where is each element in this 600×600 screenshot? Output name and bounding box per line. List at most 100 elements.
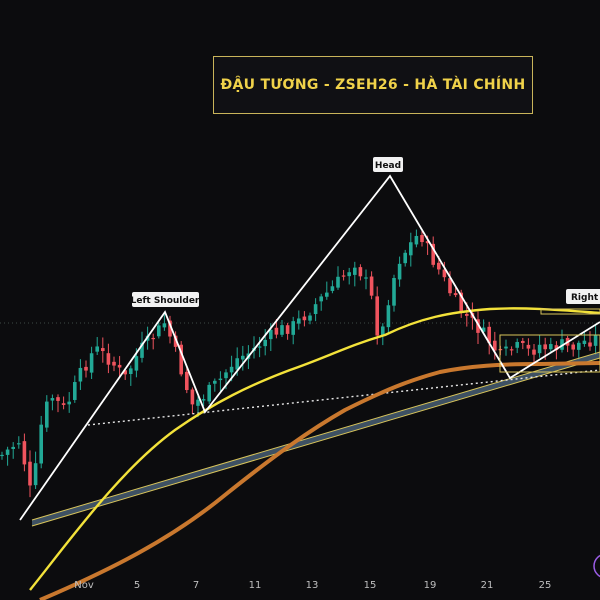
candle-body (67, 401, 71, 405)
candle-body (201, 399, 206, 401)
candle-body (213, 380, 217, 384)
slow-moving-average (39, 361, 600, 600)
candle-body (515, 341, 519, 348)
candle-body (33, 463, 38, 486)
candle-body (5, 449, 10, 455)
candle-body (207, 384, 211, 402)
candle-body (50, 398, 55, 401)
candle-body (162, 323, 167, 328)
x-tick-label: 25 (539, 580, 552, 591)
candle-body (431, 243, 435, 265)
candle-body (117, 364, 122, 368)
candle-body (61, 403, 66, 405)
candle-body (414, 235, 419, 245)
candle-body (526, 344, 531, 349)
x-tick-label: 19 (424, 580, 437, 591)
candle-body (549, 344, 553, 350)
candle-body (157, 325, 161, 337)
candle-body (269, 329, 273, 340)
candle-body (140, 342, 144, 358)
svg-text:Head: Head (375, 161, 401, 171)
candle-body (319, 296, 323, 302)
right-shoulder-label: Right S (566, 289, 600, 304)
trend-channel (31, 351, 600, 527)
candle-body (129, 368, 133, 375)
candle-body (229, 366, 234, 373)
candle-body (560, 339, 564, 350)
fast-moving-average (29, 307, 600, 591)
x-axis: Nov 5 7 11 13 15 19 21 25 (74, 580, 551, 591)
candle-body (78, 367, 83, 382)
candle-body (392, 277, 396, 306)
candle-body (397, 263, 402, 280)
candle-body (241, 355, 245, 360)
candle-body (543, 344, 547, 350)
candle-body (235, 358, 239, 370)
x-tick-label: 5 (134, 580, 140, 591)
candle-body (532, 349, 536, 355)
candle-body (509, 349, 514, 351)
candle-body (437, 262, 441, 270)
candle-body (593, 334, 598, 346)
x-tick-label: 21 (481, 580, 494, 591)
candle-body (123, 370, 127, 375)
candle-body (577, 342, 581, 350)
candle-body (476, 319, 480, 333)
candle-body (95, 346, 99, 352)
candle-body (196, 399, 200, 406)
right-shoulder-box (540, 308, 600, 315)
candle-body (347, 272, 351, 277)
candle-body (89, 353, 94, 373)
candle-body (537, 344, 542, 354)
candle-body (453, 293, 458, 296)
candle-body (17, 443, 21, 445)
candle-body (403, 252, 407, 264)
candle-body (381, 326, 385, 336)
svg-text:Right S: Right S (571, 293, 600, 303)
candle-body (459, 292, 463, 313)
candle-body (588, 342, 592, 347)
candle-body (582, 340, 587, 345)
candle-body (39, 424, 43, 464)
candle-body (134, 356, 139, 371)
candle-body (224, 372, 228, 379)
candle-body (84, 366, 88, 371)
left-shoulder-label: Left Shoulder (131, 292, 200, 307)
candle-body (173, 335, 178, 347)
candle-body (420, 235, 424, 243)
candle-body (168, 320, 172, 337)
candle-body (112, 361, 116, 366)
candle-body (73, 382, 77, 400)
candle-body (218, 378, 223, 381)
candle-body (521, 340, 525, 343)
candle-body (151, 337, 155, 340)
x-tick-label: Nov (74, 580, 94, 591)
candle-body (325, 292, 329, 297)
candle-body (448, 278, 452, 294)
candle-body (11, 446, 15, 450)
x-tick-label: 15 (364, 580, 377, 591)
candle-body (364, 277, 368, 279)
x-tick-label: 7 (193, 580, 199, 591)
candle-body (302, 316, 307, 321)
candle-body (280, 325, 284, 335)
x-tick-label: 13 (306, 580, 319, 591)
candle-body (45, 401, 49, 428)
candle-body (257, 346, 262, 348)
candle-body (179, 344, 183, 375)
head-label: Head (373, 157, 403, 172)
candle-body (353, 267, 357, 275)
consolidation-box (499, 334, 600, 373)
candle-body (274, 327, 279, 335)
candle-body (375, 296, 379, 336)
candle-body (285, 325, 290, 334)
chart-title: ĐẬU TƯƠNG - ZSEH26 - HÀ TÀI CHÍNH (213, 56, 533, 114)
candle-body (263, 339, 267, 347)
candle-body (297, 318, 301, 324)
candle-body (0, 454, 4, 457)
x-tick-label: 11 (249, 580, 262, 591)
neckline (87, 369, 600, 426)
candle-body (22, 441, 27, 465)
candle-body (313, 304, 318, 315)
candle-body (101, 348, 105, 352)
